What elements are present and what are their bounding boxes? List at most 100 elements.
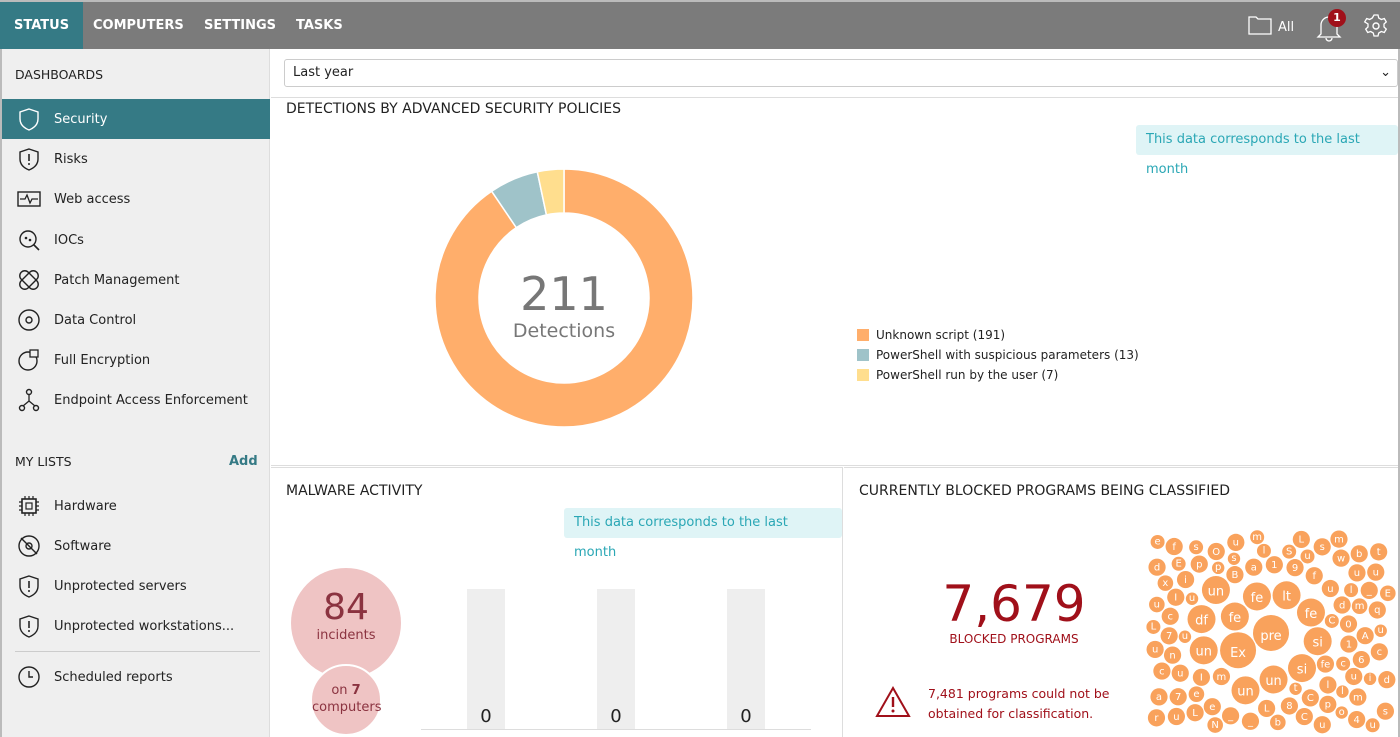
tab-settings[interactable]: SETTINGS [204,18,277,33]
program-bubble[interactable]: u [1367,563,1385,581]
program-bubble[interactable]: 1 [1340,635,1358,653]
program-bubble[interactable]: C [1295,707,1313,726]
sidebar-item-scheduled-reports[interactable]: Scheduled reports [2,657,270,697]
program-bubble[interactable]: 0 [1339,615,1358,633]
program-bubble[interactable]: L [1146,619,1161,634]
program-bubble[interactable]: u [1365,718,1380,733]
program-bubble[interactable]: c [1153,662,1171,680]
sidebar-item-full-encryption[interactable]: Full Encryption [2,340,270,380]
donut-slice[interactable] [536,168,565,216]
folder-filter-button[interactable]: All [1248,14,1294,35]
bar[interactable] [467,589,505,729]
program-bubble[interactable]: m [1330,530,1348,548]
program-bubble[interactable]: u [1345,667,1363,686]
sidebar-item-endpoint-access-enforcement[interactable]: Endpoint Access Enforcement [2,380,270,420]
program-bubble[interactable]: m [1349,688,1367,706]
tab-tasks[interactable]: TASKS [296,18,343,33]
program-bubble[interactable]: l [1336,685,1349,698]
program-bubble[interactable]: e [1203,698,1221,716]
program-bubble[interactable]: L [1186,704,1204,722]
program-bubble[interactable]: n [1163,646,1182,664]
program-bubble[interactable]: p [1212,561,1225,575]
program-bubble[interactable]: s [1376,702,1395,720]
program-bubble[interactable]: r [1147,709,1166,727]
program-bubble[interactable]: o [1335,706,1348,719]
program-bubble[interactable]: w [1332,549,1350,567]
program-bubble[interactable]: u [1167,707,1185,726]
program-bubble[interactable]: L [1258,699,1276,718]
program-bubble[interactable]: O [1207,542,1225,561]
add-list-link[interactable]: Add [229,454,258,469]
program-bubble[interactable]: u [1146,640,1164,659]
tab-status[interactable]: STATUS [0,2,84,49]
program-bubble[interactable]: u [1185,592,1199,605]
computers-bubble[interactable]: on 7 computers [310,664,382,736]
program-bubble[interactable]: q [1368,601,1386,619]
gear-icon[interactable] [1363,13,1389,39]
program-bubble[interactable]: E [1380,585,1396,602]
program-bubble[interactable]: u [1374,624,1387,637]
bar[interactable] [597,589,635,729]
program-bubble[interactable]: d [1378,671,1396,689]
program-bubble[interactable]: f [1165,537,1183,556]
program-bubble[interactable]: i [1176,570,1195,589]
sidebar-item-patch-management[interactable]: Patch Management [2,260,270,300]
program-bubble[interactable]: fe [1220,602,1249,631]
sidebar-item-unprotected-workstations[interactable]: Unprotected workstations... [2,606,270,646]
program-bubble[interactable]: un [1231,676,1260,705]
program-bubble[interactable]: s [1313,538,1331,556]
program-bubble[interactable]: t [1370,543,1388,561]
sidebar-item-web-access[interactable]: Web access [2,179,270,219]
sidebar-item-unprotected-servers[interactable]: Unprotected servers [2,566,270,606]
program-bubble[interactable]: _ [1221,707,1240,725]
program-bubble[interactable]: b [1270,714,1286,731]
program-bubble[interactable]: a [1150,688,1168,706]
program-bubble[interactable]: f [1305,567,1323,585]
program-bubble[interactable]: E [1171,556,1186,571]
program-bubble[interactable]: un [1201,576,1230,605]
program-bubble[interactable]: d [1148,558,1166,576]
program-bubble[interactable]: u [1171,664,1189,682]
program-bubble[interactable]: pre [1253,615,1289,651]
program-bubble[interactable]: m [1212,667,1231,686]
program-bubble[interactable]: 9 [1286,559,1304,577]
program-bubble[interactable]: I [1167,588,1185,606]
program-bubble[interactable]: 6 [1352,650,1370,669]
legend-item[interactable]: PowerShell run by the user (7) [857,365,1139,385]
program-bubble[interactable]: _ [1241,712,1260,730]
sidebar-item-software[interactable]: Software [2,526,270,566]
program-bubble[interactable]: 7 [1160,627,1178,645]
sidebar-item-risks[interactable]: Risks [2,139,270,179]
program-bubble[interactable]: fe [1316,655,1335,673]
program-bubble[interactable]: x [1157,575,1174,591]
program-bubble[interactable]: u [1348,564,1366,582]
program-bubble[interactable]: 8 [1280,697,1298,715]
program-bubble[interactable]: c [1161,607,1179,625]
program-bubble[interactable]: u [1227,533,1245,551]
program-bubble[interactable]: u [1313,716,1331,734]
program-bubble[interactable]: c [1336,656,1351,671]
program-bubble[interactable]: si [1303,627,1332,656]
notifications-button[interactable]: 1 [1316,9,1350,42]
bar[interactable] [727,589,765,729]
program-bubble[interactable]: df [1187,605,1216,634]
sidebar-item-iocs[interactable]: IOCs [2,220,270,260]
program-bubble[interactable]: S [1282,544,1297,559]
program-bubble[interactable]: fe [1242,582,1271,611]
program-bubble[interactable]: p [1190,555,1208,573]
program-bubble[interactable]: u [1321,579,1339,598]
incidents-bubble[interactable]: 84 incidents [291,568,401,678]
program-bubble[interactable]: b [1350,545,1368,563]
program-bubble[interactable]: si [1288,654,1317,683]
tab-computers[interactable]: COMPUTERS [93,18,184,33]
sidebar-item-data-control[interactable]: Data Control [2,300,270,340]
program-bubble[interactable]: N [1207,717,1223,733]
program-bubble[interactable]: s [1227,552,1241,565]
donut-slice[interactable] [434,168,694,428]
program-bubble[interactable]: B [1226,566,1244,584]
program-bubble[interactable]: 4 [1348,710,1366,729]
program-bubble[interactable]: l [1344,583,1359,598]
program-bubble[interactable]: a [1245,558,1263,576]
legend-item[interactable]: PowerShell with suspicious parameters (1… [857,345,1139,365]
period-select[interactable]: Last year ⌄ [284,59,1398,87]
